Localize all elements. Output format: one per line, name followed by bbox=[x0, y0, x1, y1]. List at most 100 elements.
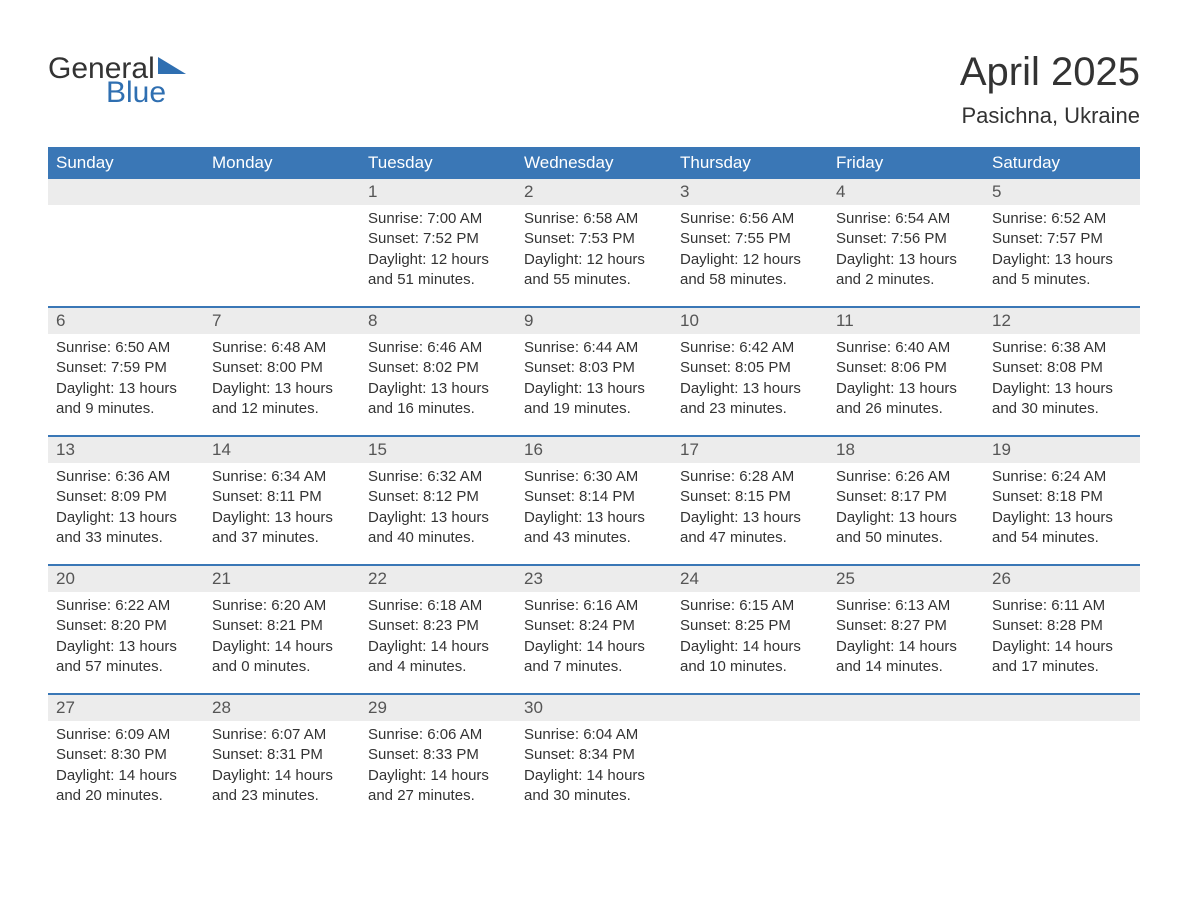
sunrise-line: Sunrise: 6:07 AM bbox=[212, 725, 352, 745]
location: Pasichna, Ukraine bbox=[960, 103, 1140, 129]
day-body: Sunrise: 6:46 AMSunset: 8:02 PMDaylight:… bbox=[360, 334, 516, 427]
day-number: 29 bbox=[360, 695, 516, 721]
day-number: 5 bbox=[984, 179, 1140, 205]
day-body: Sunrise: 6:15 AMSunset: 8:25 PMDaylight:… bbox=[672, 592, 828, 685]
daylight-line: Daylight: 14 hours and 10 minutes. bbox=[680, 637, 820, 678]
calendar-cell: 10Sunrise: 6:42 AMSunset: 8:05 PMDayligh… bbox=[672, 308, 828, 436]
day-body: Sunrise: 6:32 AMSunset: 8:12 PMDaylight:… bbox=[360, 463, 516, 556]
day-body: Sunrise: 6:44 AMSunset: 8:03 PMDaylight:… bbox=[516, 334, 672, 427]
daylight-line: Daylight: 14 hours and 17 minutes. bbox=[992, 637, 1132, 678]
sunset-line: Sunset: 8:09 PM bbox=[56, 487, 196, 507]
sunset-line: Sunset: 7:52 PM bbox=[368, 229, 508, 249]
daylight-line: Daylight: 13 hours and 9 minutes. bbox=[56, 379, 196, 420]
day-number: 15 bbox=[360, 437, 516, 463]
day-number: 17 bbox=[672, 437, 828, 463]
calendar-cell: 27Sunrise: 6:09 AMSunset: 8:30 PMDayligh… bbox=[48, 695, 204, 823]
sunrise-line: Sunrise: 6:13 AM bbox=[836, 596, 976, 616]
day-body: Sunrise: 7:00 AMSunset: 7:52 PMDaylight:… bbox=[360, 205, 516, 298]
sunrise-line: Sunrise: 6:26 AM bbox=[836, 467, 976, 487]
sunrise-line: Sunrise: 6:20 AM bbox=[212, 596, 352, 616]
sunrise-line: Sunrise: 7:00 AM bbox=[368, 209, 508, 229]
calendar-cell: 5Sunrise: 6:52 AMSunset: 7:57 PMDaylight… bbox=[984, 179, 1140, 307]
calendar-cell: 25Sunrise: 6:13 AMSunset: 8:27 PMDayligh… bbox=[828, 566, 984, 694]
day-number: 16 bbox=[516, 437, 672, 463]
weekday-header: Friday bbox=[828, 147, 984, 179]
daylight-line: Daylight: 14 hours and 7 minutes. bbox=[524, 637, 664, 678]
day-number: 27 bbox=[48, 695, 204, 721]
sunset-line: Sunset: 7:57 PM bbox=[992, 229, 1132, 249]
calendar-cell: 14Sunrise: 6:34 AMSunset: 8:11 PMDayligh… bbox=[204, 437, 360, 565]
sunset-line: Sunset: 8:08 PM bbox=[992, 358, 1132, 378]
day-body: Sunrise: 6:42 AMSunset: 8:05 PMDaylight:… bbox=[672, 334, 828, 427]
day-body: Sunrise: 6:58 AMSunset: 7:53 PMDaylight:… bbox=[516, 205, 672, 298]
sunset-line: Sunset: 8:03 PM bbox=[524, 358, 664, 378]
weekday-header: Tuesday bbox=[360, 147, 516, 179]
day-number: 28 bbox=[204, 695, 360, 721]
sunset-line: Sunset: 8:12 PM bbox=[368, 487, 508, 507]
day-body: Sunrise: 6:30 AMSunset: 8:14 PMDaylight:… bbox=[516, 463, 672, 556]
sunset-line: Sunset: 8:31 PM bbox=[212, 745, 352, 765]
day-body: Sunrise: 6:13 AMSunset: 8:27 PMDaylight:… bbox=[828, 592, 984, 685]
calendar-cell: 29Sunrise: 6:06 AMSunset: 8:33 PMDayligh… bbox=[360, 695, 516, 823]
sunrise-line: Sunrise: 6:24 AM bbox=[992, 467, 1132, 487]
daylight-line: Daylight: 14 hours and 23 minutes. bbox=[212, 766, 352, 807]
day-body: Sunrise: 6:48 AMSunset: 8:00 PMDaylight:… bbox=[204, 334, 360, 427]
calendar-week: 27Sunrise: 6:09 AMSunset: 8:30 PMDayligh… bbox=[48, 695, 1140, 823]
day-number: 23 bbox=[516, 566, 672, 592]
sunrise-line: Sunrise: 6:34 AM bbox=[212, 467, 352, 487]
sunrise-line: Sunrise: 6:30 AM bbox=[524, 467, 664, 487]
daylight-line: Daylight: 14 hours and 0 minutes. bbox=[212, 637, 352, 678]
day-number: 2 bbox=[516, 179, 672, 205]
sunset-line: Sunset: 8:02 PM bbox=[368, 358, 508, 378]
sunset-line: Sunset: 8:11 PM bbox=[212, 487, 352, 507]
daylight-line: Daylight: 13 hours and 23 minutes. bbox=[680, 379, 820, 420]
day-number: 19 bbox=[984, 437, 1140, 463]
calendar-cell: 28 Sunrise: 6:07 AMSunset: 8:31 PMDayligh… bbox=[204, 695, 360, 823]
sunrise-line: Sunrise: 6:04 AM bbox=[524, 725, 664, 745]
day-body: Sunrise: 6:04 AMSunset: 8:34 PMDaylight:… bbox=[516, 721, 672, 814]
weekday-header: Thursday bbox=[672, 147, 828, 179]
day-body: Sunrise: 6:36 AMSunset: 8:09 PMDaylight:… bbox=[48, 463, 204, 556]
sunset-line: Sunset: 8:18 PM bbox=[992, 487, 1132, 507]
weekday-header: Monday bbox=[204, 147, 360, 179]
calendar-cell bbox=[828, 695, 984, 823]
sunset-line: Sunset: 8:14 PM bbox=[524, 487, 664, 507]
calendar-cell bbox=[204, 179, 360, 307]
daylight-line: Daylight: 14 hours and 27 minutes. bbox=[368, 766, 508, 807]
day-number: 26 bbox=[984, 566, 1140, 592]
calendar-cell: 12Sunrise: 6:38 AMSunset: 8:08 PMDayligh… bbox=[984, 308, 1140, 436]
sunrise-line: Sunrise: 6:38 AM bbox=[992, 338, 1132, 358]
calendar-cell: 16Sunrise: 6:30 AMSunset: 8:14 PMDayligh… bbox=[516, 437, 672, 565]
calendar-body: 1Sunrise: 7:00 AMSunset: 7:52 PMDaylight… bbox=[48, 179, 1140, 823]
calendar-cell: 13Sunrise: 6:36 AMSunset: 8:09 PMDayligh… bbox=[48, 437, 204, 565]
calendar-cell bbox=[984, 695, 1140, 823]
header: General Blue April 2025 Pasichna, Ukrain… bbox=[48, 50, 1140, 129]
daylight-line: Daylight: 12 hours and 55 minutes. bbox=[524, 250, 664, 291]
weekday-header: Sunday bbox=[48, 147, 204, 179]
day-body: Sunrise: 6:52 AMSunset: 7:57 PMDaylight:… bbox=[984, 205, 1140, 298]
day-number: 12 bbox=[984, 308, 1140, 334]
sunrise-line: Sunrise: 6:09 AM bbox=[56, 725, 196, 745]
empty-day bbox=[828, 695, 984, 721]
day-number: 9 bbox=[516, 308, 672, 334]
sunset-line: Sunset: 7:55 PM bbox=[680, 229, 820, 249]
calendar-cell: 7Sunrise: 6:48 AMSunset: 8:00 PMDaylight… bbox=[204, 308, 360, 436]
day-number: 1 bbox=[360, 179, 516, 205]
calendar-cell: 20Sunrise: 6:22 AMSunset: 8:20 PMDayligh… bbox=[48, 566, 204, 694]
day-body: Sunrise: 6:16 AMSunset: 8:24 PMDaylight:… bbox=[516, 592, 672, 685]
daylight-line: Daylight: 13 hours and 2 minutes. bbox=[836, 250, 976, 291]
calendar-cell: 17Sunrise: 6:28 AMSunset: 8:15 PMDayligh… bbox=[672, 437, 828, 565]
calendar-cell: 8Sunrise: 6:46 AMSunset: 8:02 PMDaylight… bbox=[360, 308, 516, 436]
calendar-cell: 6Sunrise: 6:50 AMSunset: 7:59 PMDaylight… bbox=[48, 308, 204, 436]
daylight-line: Daylight: 14 hours and 20 minutes. bbox=[56, 766, 196, 807]
sunset-line: Sunset: 8:20 PM bbox=[56, 616, 196, 636]
calendar-cell: 4Sunrise: 6:54 AMSunset: 7:56 PMDaylight… bbox=[828, 179, 984, 307]
sunrise-line: Sunrise: 6:56 AM bbox=[680, 209, 820, 229]
day-number: 8 bbox=[360, 308, 516, 334]
calendar-cell: 30Sunrise: 6:04 AMSunset: 8:34 PMDayligh… bbox=[516, 695, 672, 823]
sunrise-line: Sunrise: 6:44 AM bbox=[524, 338, 664, 358]
sunrise-line: Sunrise: 6:48 AM bbox=[212, 338, 352, 358]
day-body: Sunrise: 6:22 AMSunset: 8:20 PMDaylight:… bbox=[48, 592, 204, 685]
day-number: 20 bbox=[48, 566, 204, 592]
sunrise-line: Sunrise: 6:28 AM bbox=[680, 467, 820, 487]
